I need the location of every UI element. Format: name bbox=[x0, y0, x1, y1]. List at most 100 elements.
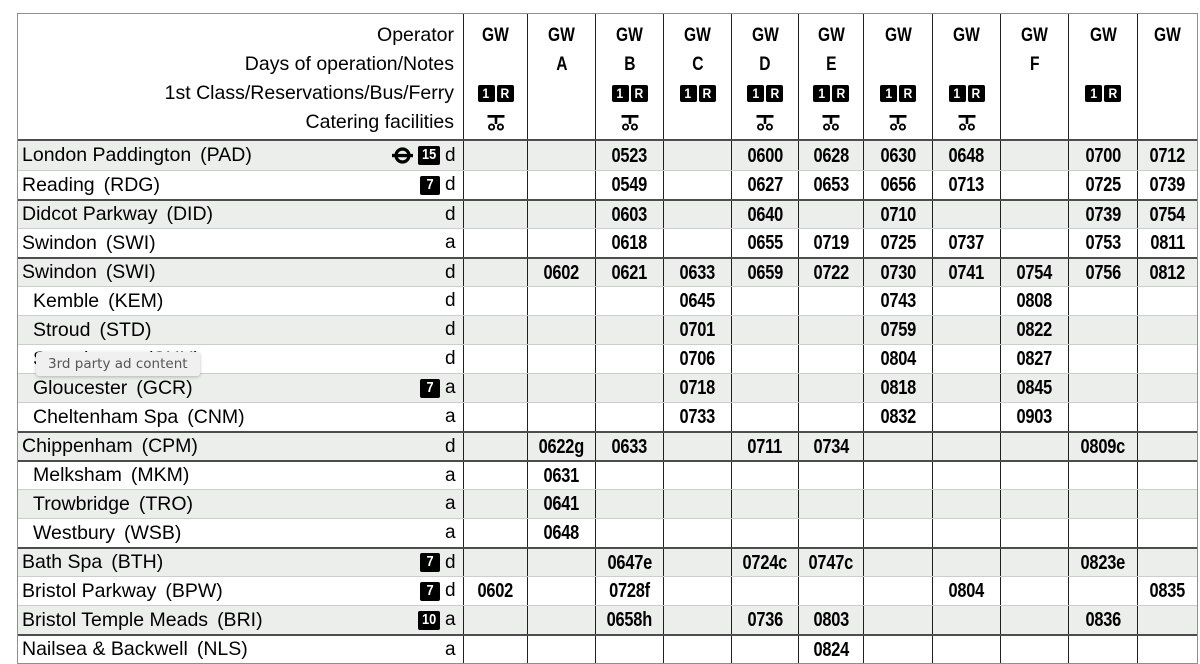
arrival-departure-flag: a bbox=[445, 232, 456, 253]
time-cell: 0641 bbox=[527, 490, 595, 518]
time-cell: 0747c bbox=[798, 549, 863, 576]
time-cell: 0656 bbox=[863, 171, 932, 199]
arrival-departure-flag: a bbox=[445, 609, 456, 630]
time-value: 0733 bbox=[679, 405, 716, 428]
arrival-departure-flag: a bbox=[445, 522, 456, 543]
station-code: (BRI) bbox=[217, 608, 263, 631]
arrival-departure-flag: a bbox=[445, 377, 456, 398]
time-cell: 0804 bbox=[863, 345, 932, 373]
station-code: (MKM) bbox=[130, 464, 190, 486]
time-value: 0809c bbox=[1080, 434, 1126, 458]
time-cell: 0804 bbox=[932, 577, 1000, 605]
time-cell bbox=[1137, 606, 1197, 634]
time-cell bbox=[932, 606, 1000, 634]
time-cell: 0631 bbox=[527, 462, 595, 489]
time-cell: 0602 bbox=[463, 577, 527, 605]
time-cell bbox=[932, 490, 1000, 518]
time-cell bbox=[463, 229, 527, 257]
time-cell: 0827 bbox=[1000, 345, 1068, 373]
time-cell bbox=[463, 287, 527, 315]
arrival-departure-flag: d bbox=[445, 174, 456, 195]
time-cell bbox=[463, 462, 527, 489]
station-row: Westbury (WSB) a 0648 bbox=[18, 518, 1197, 547]
time-value: 0719 bbox=[813, 231, 849, 254]
column-header-4: GW C 1 R bbox=[663, 14, 731, 139]
time-value: 0645 bbox=[679, 289, 716, 312]
column-header-7: GW 1 R bbox=[863, 14, 932, 139]
time-cell bbox=[527, 316, 595, 344]
station-cell: Westbury (WSB) a bbox=[18, 519, 463, 547]
arrival-departure-flag: d bbox=[445, 203, 456, 225]
time-cell bbox=[798, 490, 863, 518]
station-row: Bristol Temple Meads (BRI) 10 a 0658h 0736 080… bbox=[18, 605, 1197, 634]
time-cell: 0845 bbox=[1000, 374, 1068, 402]
station-cell: Kemble (KEM) d bbox=[18, 287, 463, 315]
time-cell: 0739 bbox=[1068, 201, 1137, 228]
station-code: (SWI) bbox=[105, 261, 156, 283]
ad-overlay[interactable]: 3rd party ad content bbox=[36, 352, 200, 376]
station-row: Melksham (MKM) a 0631 bbox=[18, 460, 1197, 489]
time-cell: 0647e bbox=[595, 549, 663, 576]
time-cell: 0724c bbox=[731, 549, 798, 576]
time-cell bbox=[595, 462, 663, 489]
time-value: 0812 bbox=[1149, 260, 1186, 284]
time-cell bbox=[463, 201, 527, 228]
time-cell bbox=[863, 490, 932, 518]
time-cell bbox=[1068, 345, 1137, 373]
time-cell: 0719 bbox=[798, 229, 863, 257]
time-value: 0823e bbox=[1080, 550, 1126, 574]
note-letter: E bbox=[825, 53, 837, 75]
time-cell bbox=[1000, 549, 1068, 576]
station-cell: Bristol Parkway (BPW) 7 d bbox=[18, 577, 463, 605]
time-cell bbox=[463, 345, 527, 373]
first-class-icon: 1 bbox=[477, 85, 495, 102]
time-cell bbox=[463, 549, 527, 576]
time-value: 0818 bbox=[880, 376, 916, 399]
time-value: 0730 bbox=[880, 260, 916, 284]
station-name: Swindon bbox=[22, 231, 97, 254]
time-value: 0621 bbox=[611, 260, 648, 284]
time-cell bbox=[798, 462, 863, 489]
time-cell bbox=[1137, 549, 1197, 576]
time-cell bbox=[798, 316, 863, 344]
time-cell bbox=[595, 287, 663, 315]
time-cell bbox=[1068, 403, 1137, 431]
time-cell: 0711 bbox=[731, 433, 798, 460]
time-cell: 0809c bbox=[1068, 433, 1137, 460]
time-cell bbox=[1137, 316, 1197, 344]
station-cell: Swindon (SWI) d bbox=[18, 259, 463, 286]
time-cell bbox=[1068, 374, 1137, 402]
time-cell bbox=[1137, 374, 1197, 402]
reservation-icon: R bbox=[630, 85, 648, 102]
time-cell: 0658h bbox=[595, 606, 663, 634]
time-value: 0701 bbox=[679, 318, 716, 341]
time-cell bbox=[1068, 287, 1137, 315]
time-cell bbox=[1137, 345, 1197, 373]
time-cell bbox=[595, 519, 663, 547]
time-cell bbox=[1137, 403, 1197, 431]
station-row: Nailsea & Backwell (NLS) a 0824 bbox=[18, 634, 1197, 663]
time-cell bbox=[863, 433, 932, 460]
time-cell bbox=[463, 606, 527, 634]
time-cell bbox=[932, 374, 1000, 402]
time-cell: 0734 bbox=[798, 433, 863, 460]
time-cell bbox=[1068, 316, 1137, 344]
arrival-departure-flag: a bbox=[445, 638, 456, 660]
time-cell: 0633 bbox=[663, 259, 731, 286]
catering-trolley-icon bbox=[821, 114, 841, 131]
time-cell bbox=[932, 462, 1000, 489]
time-value: 0822 bbox=[1016, 318, 1053, 341]
time-value: 0903 bbox=[1016, 405, 1053, 428]
time-value: 0653 bbox=[813, 173, 849, 196]
time-cell: 0736 bbox=[731, 606, 798, 634]
station-row: Stroud (STD) d 0701 0759 0822 bbox=[18, 315, 1197, 344]
column-header-1: GW 1 R bbox=[463, 14, 527, 139]
time-value: 0631 bbox=[543, 463, 580, 487]
time-cell: 0648 bbox=[932, 141, 1000, 170]
station-name: Kemble bbox=[33, 289, 100, 312]
time-value: 0722 bbox=[813, 260, 849, 284]
station-code: (TRO) bbox=[138, 492, 193, 515]
arrival-departure-flag: d bbox=[445, 144, 456, 166]
station-name: Chippenham bbox=[22, 435, 133, 457]
time-value: 0741 bbox=[948, 260, 985, 284]
